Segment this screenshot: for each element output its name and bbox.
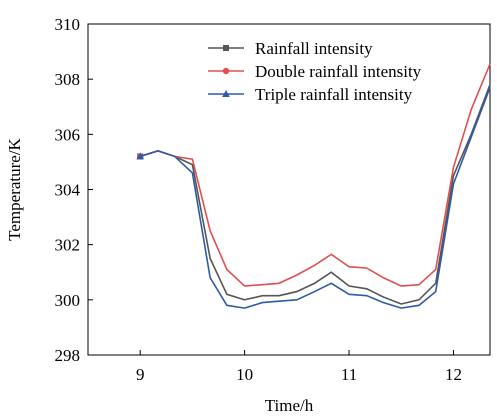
- y-tick-label: 302: [55, 236, 81, 255]
- x-tick-label: 10: [236, 365, 253, 384]
- x-axis-ticks: 9 10 11 12: [136, 350, 462, 384]
- legend-item: Triple rainfall intensity: [208, 85, 413, 104]
- series-1: [137, 84, 491, 305]
- legend-item: Rainfall intensity: [208, 39, 373, 58]
- x-tick-label: 12: [445, 365, 462, 384]
- series-layer: [136, 63, 491, 309]
- series-line: [139, 84, 491, 305]
- y-axis-ticks: 298 300 302 304 306 308 310: [55, 15, 93, 365]
- y-tick-label: 310: [55, 15, 81, 34]
- y-tick-label: 300: [55, 291, 81, 310]
- series-3: [136, 87, 491, 309]
- legend-label: Triple rainfall intensity: [255, 85, 413, 104]
- series-line: [139, 63, 491, 287]
- legend-marker: [222, 67, 230, 75]
- y-tick-label: 306: [55, 125, 81, 144]
- y-tick-label: 298: [55, 346, 81, 365]
- y-tick-label: 304: [55, 181, 81, 200]
- series-start-marker: [136, 152, 145, 160]
- x-tick-label: 9: [136, 365, 145, 384]
- y-axis-label: Temperature/K: [5, 137, 24, 240]
- x-tick-label: 11: [341, 365, 357, 384]
- legend: Rainfall intensity Double rainfall intens…: [208, 39, 422, 104]
- legend-marker: [222, 90, 230, 97]
- series-line: [139, 87, 491, 309]
- legend-item: Double rainfall intensity: [208, 62, 422, 81]
- legend-label: Double rainfall intensity: [255, 62, 422, 81]
- legend-label: Rainfall intensity: [255, 39, 373, 58]
- x-axis-label: Time/h: [265, 396, 314, 415]
- legend-marker: [223, 45, 229, 51]
- y-tick-label: 308: [55, 70, 81, 89]
